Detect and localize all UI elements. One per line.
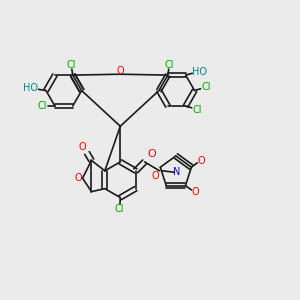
Text: Cl: Cl — [192, 105, 202, 115]
Text: O: O — [148, 149, 156, 160]
Text: Cl: Cl — [201, 82, 211, 92]
Text: O: O — [191, 187, 199, 197]
Text: O: O — [116, 66, 124, 76]
Text: N: N — [173, 167, 180, 177]
Text: Cl: Cl — [38, 101, 47, 111]
Text: HO: HO — [191, 67, 206, 76]
Text: O: O — [79, 142, 86, 152]
Text: O: O — [74, 173, 82, 183]
Text: O: O — [151, 171, 159, 181]
Text: Cl: Cl — [67, 60, 76, 70]
Text: Cl: Cl — [165, 60, 174, 70]
Text: Cl: Cl — [115, 204, 124, 214]
Text: HO: HO — [23, 83, 38, 93]
Text: O: O — [197, 156, 205, 166]
